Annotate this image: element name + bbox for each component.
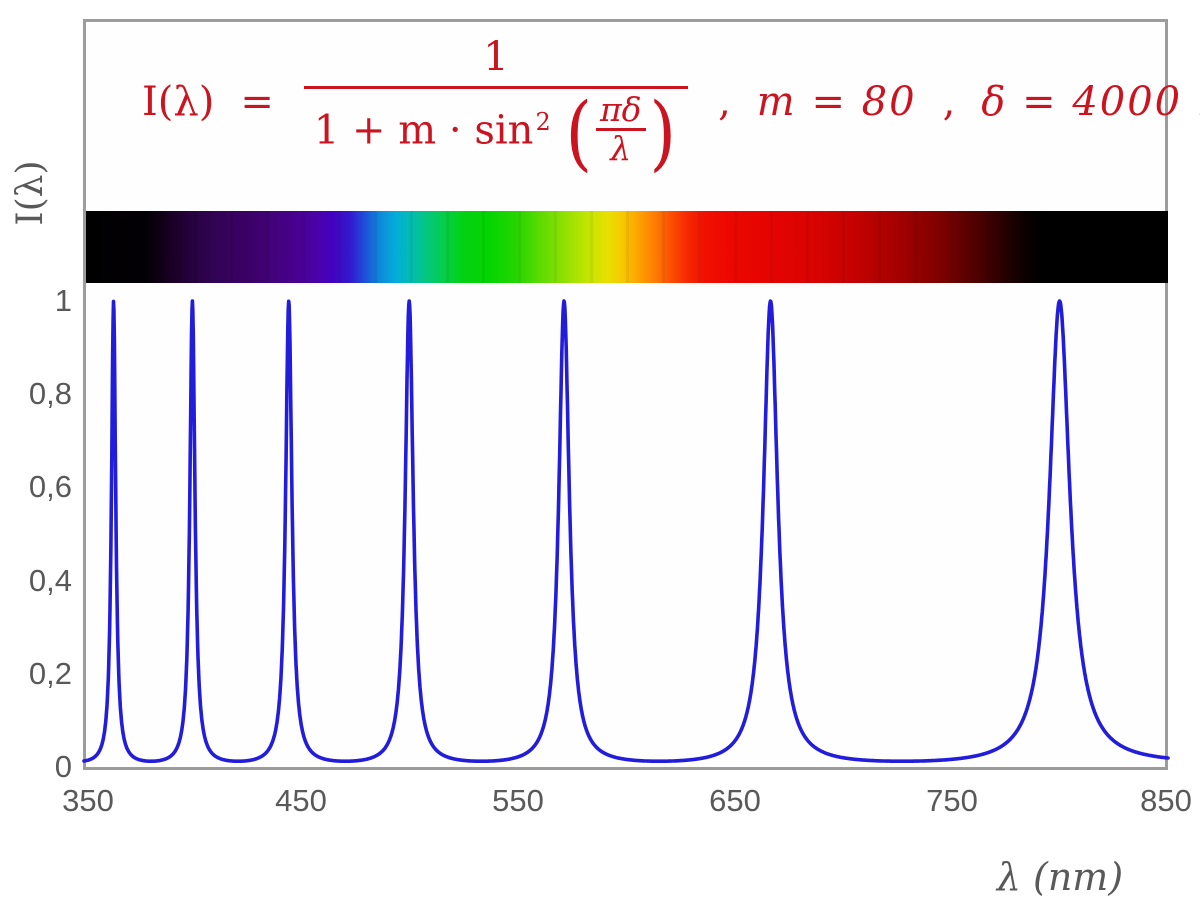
comma-1: , — [718, 79, 731, 125]
inner-fraction-bar — [595, 127, 646, 131]
x-tick-label-550: 550 — [492, 783, 544, 818]
y-tick-label-0.2: 0,2 — [28, 656, 72, 691]
y-axis-title: I(λ) — [10, 160, 51, 226]
param-delta: δ = 4000 nm — [981, 79, 1200, 125]
y-tick-label-0.6: 0,6 — [28, 469, 72, 504]
y-tick-label-1: 1 — [54, 283, 72, 318]
open-paren: ( — [565, 85, 592, 181]
y-tick-label-0.4: 0,4 — [28, 563, 72, 598]
inner-numerator: πδ — [599, 89, 642, 129]
equals-sign: = — [240, 79, 274, 125]
visible-spectrum-bar — [86, 211, 1168, 283]
fraction-numerator: 1 — [483, 33, 509, 80]
formula: I(λ) = 1 1 + m · sin2 (πδ λ) , m = 80 , δ… — [142, 26, 1200, 178]
sin-exponent: 2 — [535, 107, 551, 136]
formula-lhs: I(λ) — [142, 79, 215, 125]
y-tick-label-0.8: 0,8 — [28, 376, 72, 411]
x-tick-label-650: 650 — [709, 783, 761, 818]
x-axis-title: λ (nm) — [996, 855, 1124, 899]
param-m: m = 80 — [756, 79, 917, 125]
comma-2: , — [942, 79, 956, 125]
inner-denominator: λ — [610, 128, 632, 168]
inner-fraction: πδ λ — [595, 89, 646, 168]
close-paren: ) — [649, 85, 677, 181]
fraction-denominator: 1 + m · sin2 (πδ λ) — [303, 85, 689, 181]
x-tick-label-450: 450 — [275, 783, 327, 818]
x-tick-label-750: 750 — [926, 783, 978, 818]
spectrum-bar-texture — [86, 211, 1168, 283]
y-tick-label-0: 0 — [54, 749, 72, 784]
x-tick-label-850: 850 — [1140, 783, 1192, 818]
x-tick-label-350: 350 — [62, 783, 114, 818]
denominator-prefix: 1 + m · sin — [313, 107, 534, 154]
formula-fraction: 1 1 + m · sin2 (πδ λ) — [303, 33, 689, 181]
